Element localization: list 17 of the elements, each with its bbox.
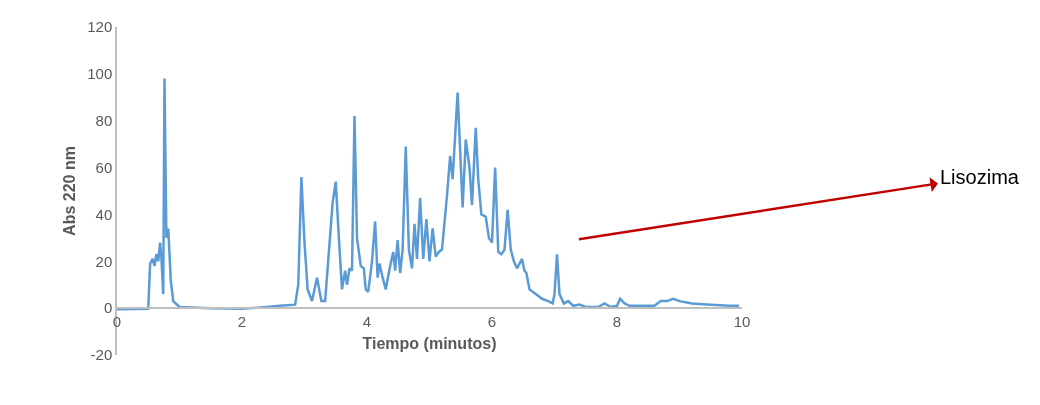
x-tick-label: 8: [612, 312, 622, 330]
y-tick-label: 20: [95, 252, 113, 270]
line-series: [117, 77, 741, 311]
y-tick-label: 0: [103, 299, 113, 317]
x-tick-label: 4: [362, 312, 372, 330]
x-tick-label: 10: [733, 312, 751, 330]
text: Lisozima: [940, 166, 1020, 188]
y-tick-label: 100: [87, 65, 113, 83]
y-axis-title: Abs 220 nm: [60, 146, 78, 236]
y-tick-label: 40: [95, 205, 113, 223]
x-axis-title: Tiempo (minutos): [362, 335, 497, 353]
x-tick-label: 2: [237, 312, 247, 330]
y-tick-label: 120: [87, 18, 113, 36]
y-tick-label: 80: [95, 111, 113, 129]
x-tick-label: 6: [487, 312, 497, 330]
y-tick-label: -20: [90, 346, 113, 364]
y-tick-label: 60: [95, 158, 113, 176]
